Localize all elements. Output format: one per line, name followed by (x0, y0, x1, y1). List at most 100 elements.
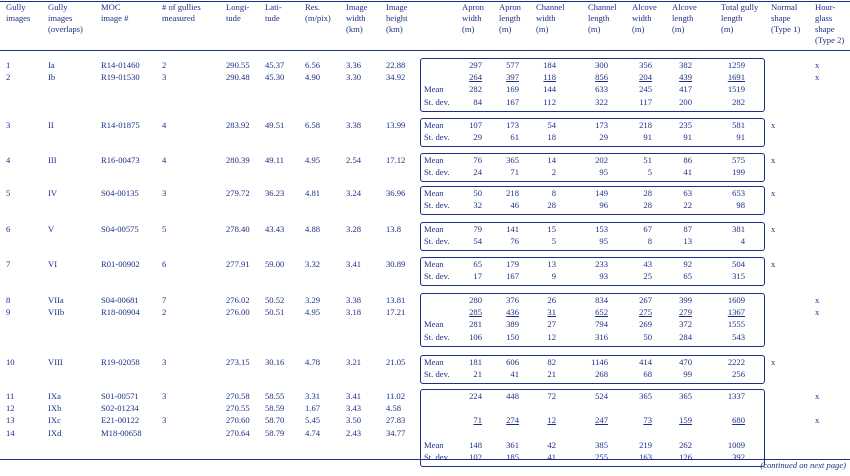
table-cell: 278.40 (226, 224, 250, 234)
table-cell: St. dev. (424, 167, 450, 178)
table-cell: 29 (473, 132, 482, 143)
table-cell: 95 (599, 167, 608, 178)
table-cell: R01-00902 (101, 259, 140, 269)
table-cell: 3.41 (346, 259, 362, 269)
table-cell: 264 (469, 72, 482, 83)
table-cell: 181 (469, 357, 482, 367)
table-cell: 361 (506, 439, 519, 450)
table-cell: 1367 (727, 307, 745, 318)
column-header: Longi- (226, 2, 250, 12)
table-cell: 13 (683, 236, 692, 247)
table-cell: S01-00571 (101, 391, 139, 401)
column-header: Lati- (265, 2, 282, 12)
column-header: Image (386, 2, 408, 12)
table-cell: 6 (6, 224, 11, 234)
table-cell: Ib (48, 72, 56, 83)
column-header: (m) (536, 24, 549, 34)
table-cell: S02-01234 (101, 403, 139, 414)
table-cell: 5.45 (305, 415, 321, 426)
column-header: length (588, 13, 610, 23)
column-header: width (462, 13, 482, 23)
column-header: # of gullies (162, 2, 201, 12)
table-cell: 282 (732, 96, 745, 107)
table-cell: R16-00473 (101, 155, 140, 165)
table-cell: x (771, 120, 776, 130)
table-cell: 3 (162, 357, 167, 367)
table-cell: 3.50 (346, 415, 362, 426)
stats-group-box (420, 257, 765, 287)
table-cell: 6.56 (305, 60, 321, 70)
table-cell: 21 (473, 369, 482, 380)
table-cell: 102 (469, 452, 482, 462)
table-cell: 2.54 (346, 155, 362, 165)
table-cell: 58.79 (265, 427, 285, 438)
table-cell: 794 (595, 319, 608, 330)
table-cell: 169 (506, 84, 519, 95)
table-cell: 834 (595, 295, 608, 305)
table-cell: 28 (643, 188, 652, 198)
column-header: Channel (536, 2, 565, 12)
table-cell: 117 (639, 96, 652, 107)
table-cell: 1691 (727, 72, 745, 83)
column-header: Hour- (815, 2, 836, 12)
table-cell: 185 (506, 452, 519, 462)
table-cell: 504 (732, 259, 745, 269)
table-cell: 91 (683, 132, 692, 143)
table-cell: III (48, 155, 57, 165)
table-cell: 297 (469, 60, 482, 70)
table-cell: 653 (732, 188, 745, 198)
table-cell: 41 (510, 369, 519, 380)
table-cell: 280.39 (226, 155, 250, 165)
table-cell: 13.99 (386, 120, 406, 130)
table-cell: 856 (595, 72, 608, 83)
table-cell: M18-00658 (101, 427, 142, 438)
table-cell: 50 (473, 188, 482, 198)
table-cell: R18-00904 (101, 307, 140, 318)
table-cell: II (48, 120, 54, 130)
table-cell: 2 (162, 60, 167, 70)
column-header: MOC (101, 2, 121, 12)
column-header: Image (346, 2, 368, 12)
table-cell: 153 (595, 224, 608, 234)
table-cell: 93 (599, 271, 608, 282)
table-cell: 281 (469, 319, 482, 330)
table-cell: 414 (639, 357, 652, 367)
table-cell: 26 (547, 295, 556, 305)
table-cell: 270.58 (226, 391, 250, 401)
table-cell: IXb (48, 403, 62, 414)
table-header-rule (0, 50, 850, 51)
table-cell: 470 (679, 357, 692, 367)
table-cell: 276.02 (226, 295, 250, 305)
table-cell: 200 (679, 96, 692, 107)
table-cell: Mean (424, 357, 444, 367)
stats-group-box (420, 186, 765, 216)
table-cell: 680 (732, 415, 745, 426)
table-cell: VIIa (48, 295, 64, 305)
table-cell: 3.32 (305, 259, 321, 269)
table-cell: 652 (595, 307, 608, 318)
table-cell: 45.37 (265, 60, 285, 70)
table-cell: 13 (547, 259, 556, 269)
table-cell: 262 (679, 439, 692, 450)
table-cell: 22 (683, 200, 692, 211)
table-cell: 68 (643, 369, 652, 380)
table-cell: 4.81 (305, 188, 321, 198)
table-cell: 144 (543, 84, 556, 95)
table-cell: 148 (469, 439, 482, 450)
table-cell: 381 (732, 224, 745, 234)
column-header: tude (265, 13, 280, 23)
table-cell: 82 (547, 357, 556, 367)
table-cell: 7 (162, 295, 167, 305)
table-cell: 50.51 (265, 307, 285, 318)
column-header: length (499, 13, 521, 23)
table-cell: 11.02 (386, 391, 406, 401)
table-cell: 322 (595, 96, 608, 107)
table-cell: Mean (424, 439, 444, 450)
table-cell: 316 (595, 331, 608, 342)
table-cell: 247 (595, 415, 608, 426)
table-cell: 13.81 (386, 295, 406, 305)
table-cell: 58.59 (265, 403, 285, 414)
table-cell: 21.05 (386, 357, 406, 367)
table-cell: 276.00 (226, 307, 250, 318)
table-cell: 87 (683, 224, 692, 234)
